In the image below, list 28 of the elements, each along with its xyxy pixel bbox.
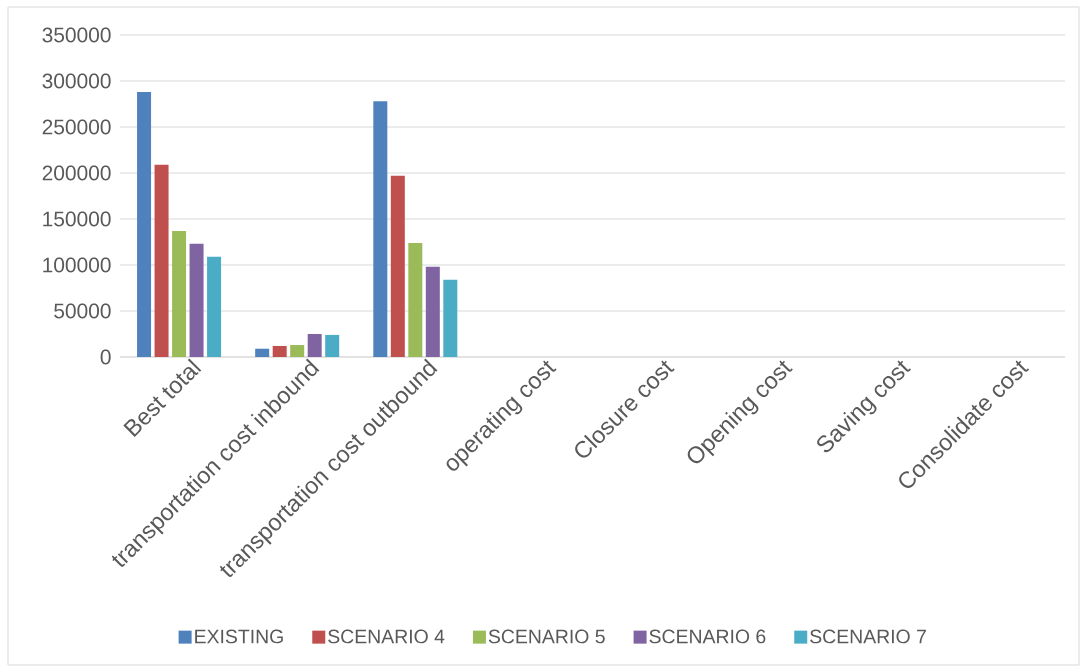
y-tick-label: 200000 [42,165,111,181]
y-tick-label: 350000 [42,27,111,43]
legend-label: SCENARIO 5 [488,629,605,644]
legend-label: SCENARIO 4 [328,629,445,644]
bar [290,345,305,357]
y-tick-label: 100000 [43,257,111,273]
bar [425,266,440,357]
y-tick-label: 50000 [54,303,111,319]
legend-label: EXISTING [195,629,283,644]
bar [373,101,388,357]
y-tick-label: 300000 [42,73,111,89]
bar [408,242,423,357]
bar [154,164,169,357]
bar [272,345,287,357]
bar [172,230,187,357]
bar [255,348,270,357]
y-tick-label: 0 [100,349,111,365]
bar [307,334,322,357]
y-tick-label: 150000 [43,211,111,227]
bar [443,279,458,357]
legend-label: SCENARIO 7 [810,629,926,644]
bar [137,92,152,357]
bar [390,175,405,357]
y-tick-label: 250000 [42,119,111,135]
bar [189,243,204,357]
bar [207,256,222,357]
bar [325,334,340,357]
legend-label: SCENARIO 6 [649,629,766,644]
